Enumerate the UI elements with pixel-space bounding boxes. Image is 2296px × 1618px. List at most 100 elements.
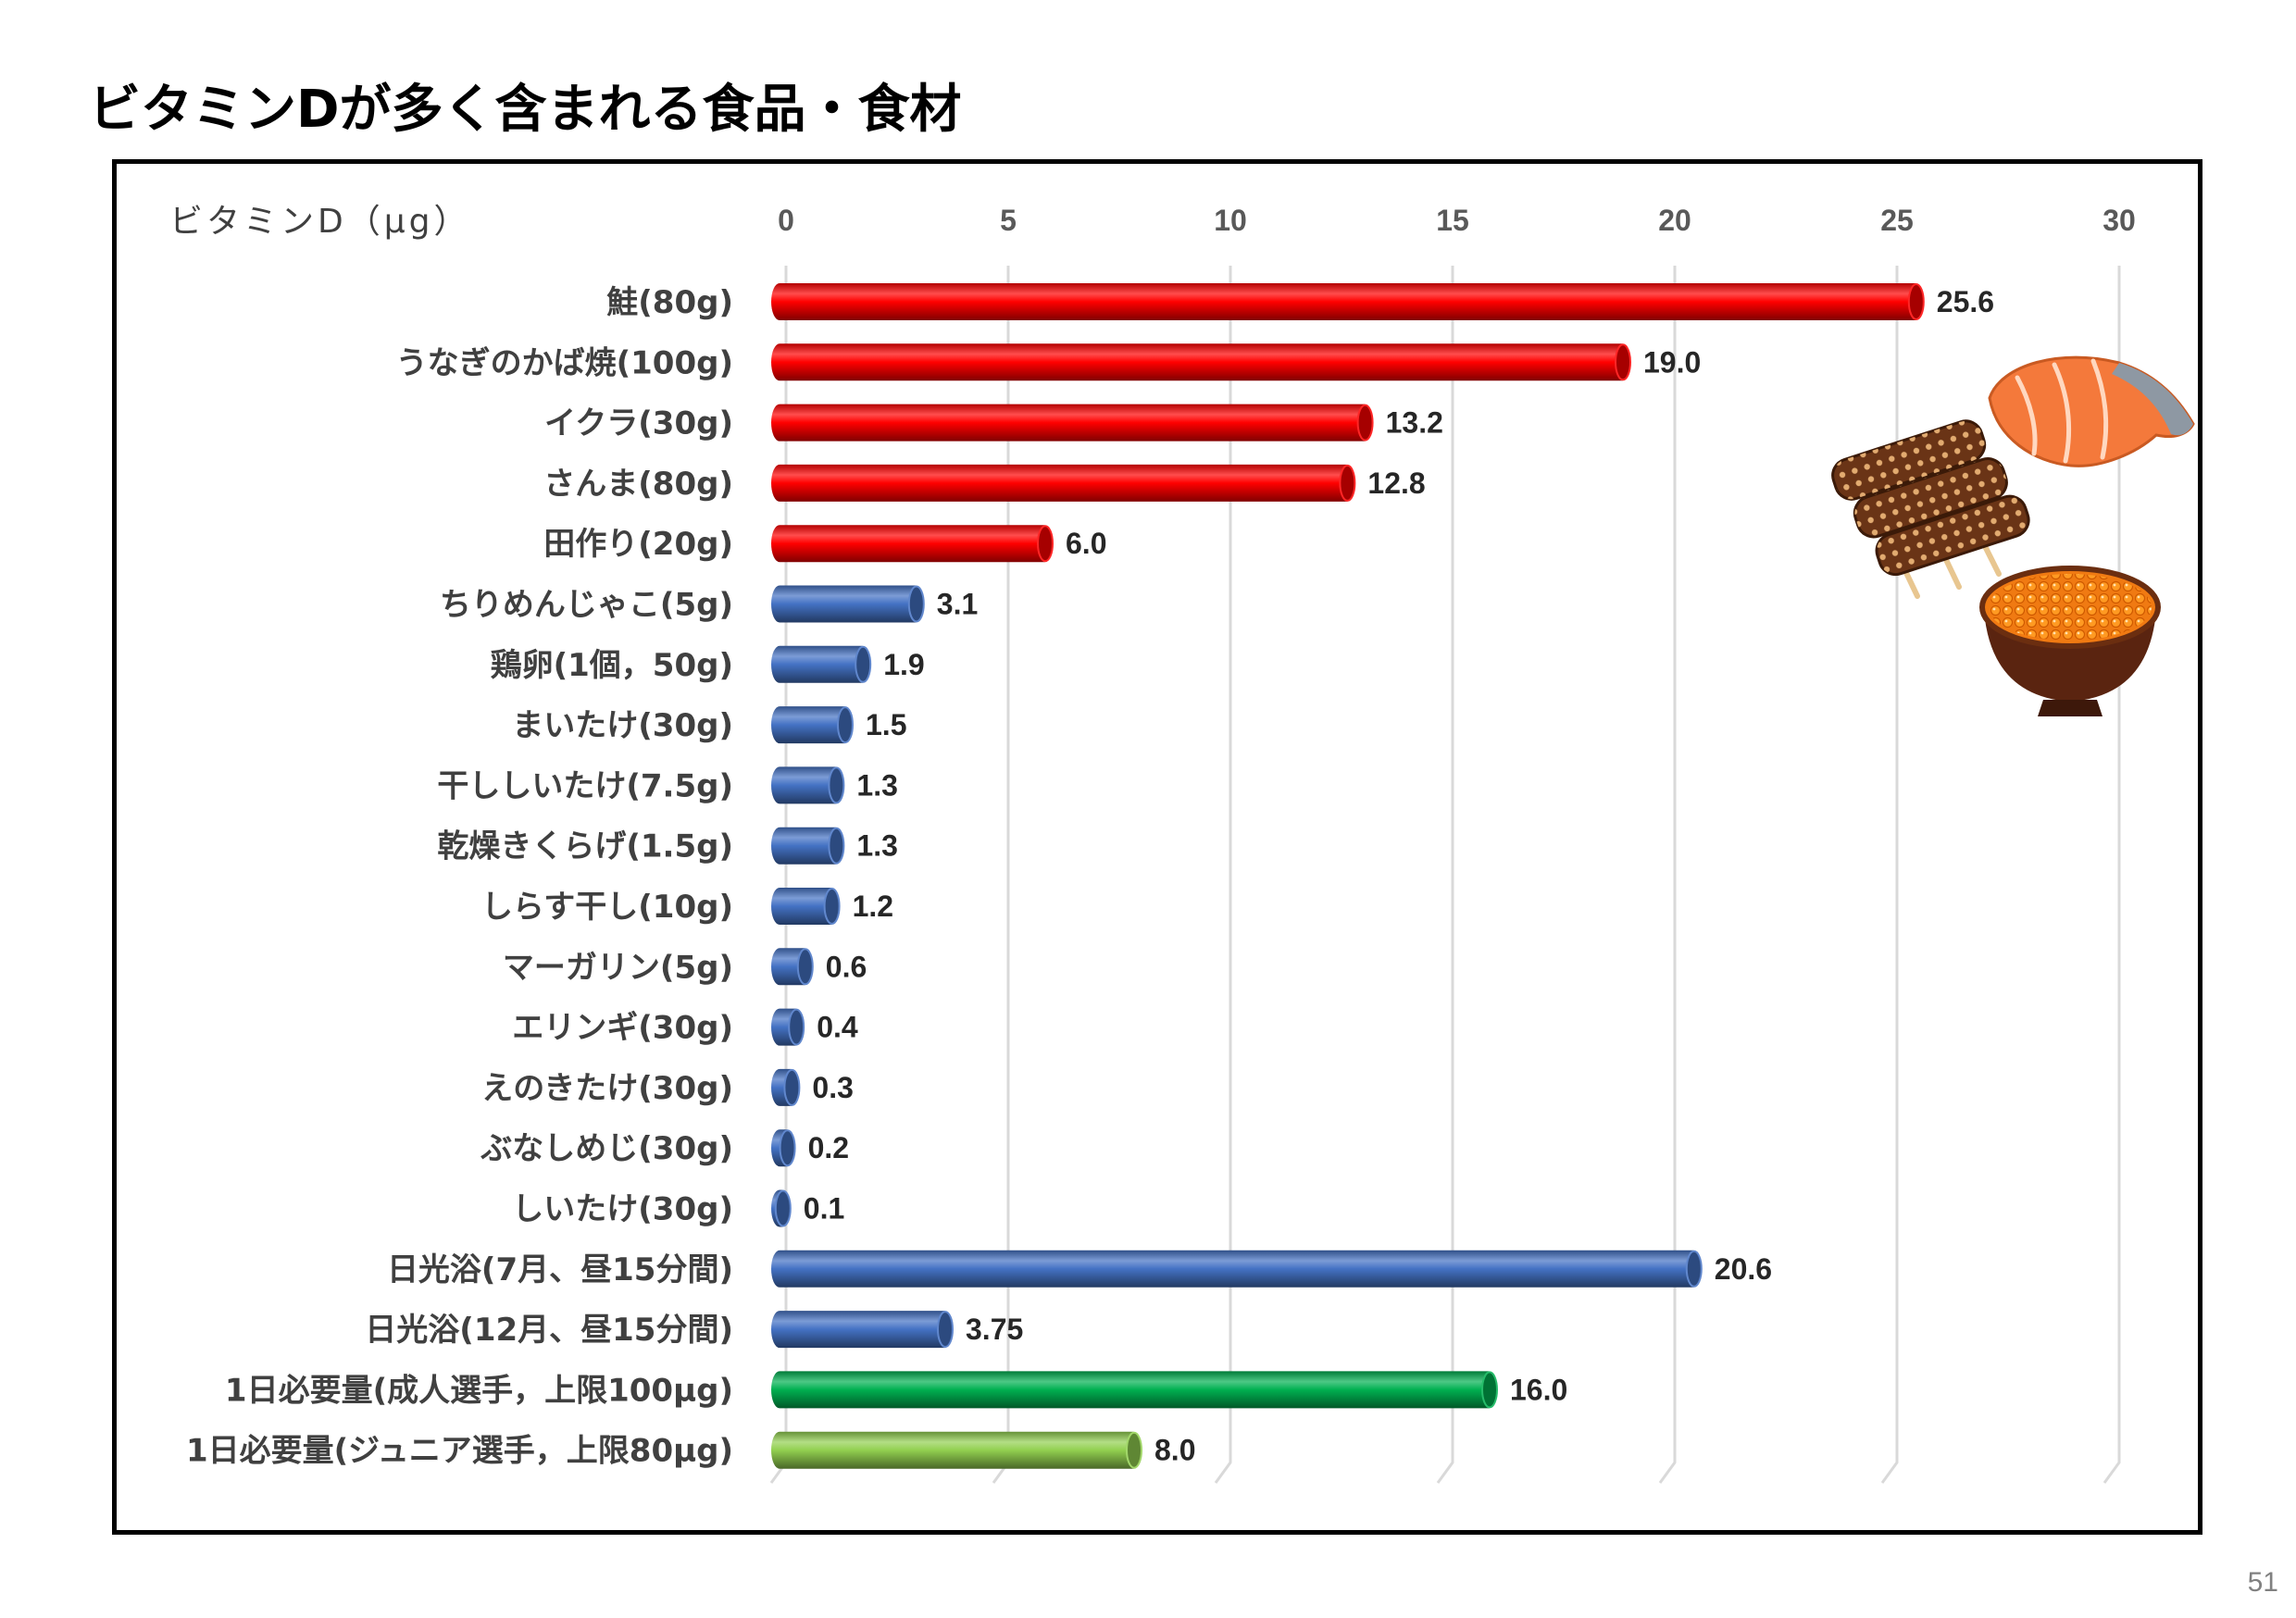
category-label: マーガリン(5g) <box>503 949 733 986</box>
bar-end-cap <box>828 766 845 804</box>
value-label: 1.9 <box>883 648 924 681</box>
category-label: 鮭(80g) <box>606 284 733 321</box>
x-tick-label: 15 <box>1436 204 1469 237</box>
bar-2 <box>771 343 1631 381</box>
x-tick-label: 0 <box>778 204 794 237</box>
category-label: 鶏卵(1個，50g) <box>491 647 733 684</box>
gridlines-and-ticks: 0 5 10 15 20 25 30 <box>769 204 2136 1484</box>
value-label: 1.3 <box>856 768 897 802</box>
value-label: 12.8 <box>1367 467 1425 500</box>
value-label: 13.2 <box>1386 406 1443 440</box>
chart-frame <box>112 159 2202 1535</box>
bar-14 <box>771 1068 801 1106</box>
value-axis-label: ビタミンD（μg） <box>169 203 470 241</box>
value-label: 0.4 <box>817 1011 858 1044</box>
value-label: 0.2 <box>808 1131 849 1164</box>
bar-body <box>771 525 1053 563</box>
gridline <box>769 266 788 1484</box>
bar-end-cap <box>1037 525 1054 563</box>
gridline <box>1880 266 1899 1484</box>
bar-body <box>771 1371 1497 1409</box>
value-label: 16.0 <box>1510 1373 1567 1406</box>
category-label: まいたけ(30g) <box>512 707 733 744</box>
value-label: 1.3 <box>856 829 897 863</box>
x-tick-label: 5 <box>1000 204 1017 237</box>
bar-body <box>771 1250 1702 1288</box>
bar-15 <box>771 1129 796 1167</box>
category-label: しらす干し(10g) <box>481 889 733 926</box>
value-label: 1.2 <box>853 890 893 923</box>
x-tick-label: 20 <box>1658 204 1691 237</box>
gridline <box>1436 266 1454 1484</box>
value-label: 3.1 <box>937 588 978 621</box>
bars-and-labels: 25.6 鮭(80g) 19.0 うなぎのかば焼(100g) 13.2 イクラ(30g) 1… <box>186 283 1994 1470</box>
bar-end-cap <box>783 1068 801 1106</box>
bar-4 <box>771 464 1356 502</box>
category-label: 日光浴(12月、昼15分間) <box>365 1312 733 1349</box>
bar-11 <box>771 888 841 925</box>
bar-body <box>771 766 844 804</box>
bar-body <box>771 464 1355 502</box>
ikura-bowl-icon <box>1979 566 2161 716</box>
page-title: ビタミンDが多く含まれる食品・食材 <box>89 80 962 140</box>
value-label: 20.6 <box>1715 1252 1772 1286</box>
category-label: ぶなしめじ(30g) <box>480 1130 733 1167</box>
bar-17 <box>771 1250 1703 1288</box>
bar-end-cap <box>1615 343 1631 381</box>
bar-3 <box>771 404 1374 442</box>
bar-end-cap <box>937 1311 954 1349</box>
bar-body <box>771 645 871 683</box>
bar-19 <box>771 1371 1498 1409</box>
bar-body <box>771 404 1373 442</box>
category-label: 1日必要量(ジュニア選手，上限80μg) <box>186 1433 733 1470</box>
bar-body <box>771 1431 1142 1469</box>
value-label: 0.6 <box>826 950 867 983</box>
bar-10 <box>771 827 845 865</box>
bar-12 <box>771 948 814 986</box>
x-tick-label: 30 <box>2103 204 2136 237</box>
category-label: しいたけ(30g) <box>512 1191 733 1228</box>
bar-20 <box>771 1431 1142 1469</box>
bar-end-cap <box>1339 464 1356 502</box>
bar-body <box>771 888 840 925</box>
bar-8 <box>771 706 854 744</box>
vitamin-d-bar-chart: ビタミンD（μg） 0 5 10 15 20 25 30 25.6 鮭(80g) 19.0 うなぎ… <box>169 203 2195 1484</box>
bar-5 <box>771 525 1054 563</box>
value-label: 1.5 <box>866 708 906 741</box>
category-label: さんま(80g) <box>543 466 733 503</box>
category-label: 日光浴(7月、昼15分間) <box>387 1251 733 1288</box>
category-label: 1日必要量(成人選手，上限100μg) <box>225 1372 733 1409</box>
bar-end-cap <box>796 948 814 986</box>
bar-end-cap <box>855 645 872 683</box>
category-label: うなぎのかば焼(100g) <box>396 344 733 381</box>
bar-13 <box>771 1008 805 1046</box>
bar-end-cap <box>788 1008 805 1046</box>
bar-6 <box>771 585 925 623</box>
bar-body <box>771 585 924 623</box>
salmon-icon <box>1988 355 2195 467</box>
bar-body <box>771 827 844 865</box>
gridline <box>1658 266 1677 1484</box>
category-label: 干ししいたけ(7.5g) <box>437 767 733 804</box>
category-label: イクラ(30g) <box>544 405 733 442</box>
category-label: ちりめんじゃこ(5g) <box>440 587 733 624</box>
bar-end-cap <box>1481 1371 1498 1409</box>
gridline <box>992 266 1010 1484</box>
bar-end-cap <box>828 827 845 865</box>
bar-end-cap <box>1907 283 1925 320</box>
eel-kabayaki-icon <box>1831 419 2030 599</box>
bar-end-cap <box>779 1129 796 1167</box>
bar-body <box>771 1311 953 1349</box>
bar-end-cap <box>837 706 854 744</box>
value-label: 3.75 <box>966 1313 1023 1346</box>
category-label: エリンギ(30g) <box>512 1010 733 1047</box>
bar-7 <box>771 645 872 683</box>
bar-body <box>771 343 1630 381</box>
category-label: 田作り(20g) <box>543 526 733 563</box>
category-label: 乾燥きくらげ(1.5g) <box>437 828 733 865</box>
x-tick-label: 25 <box>1880 204 1914 237</box>
bar-9 <box>771 766 845 804</box>
x-tick-label: 10 <box>1214 204 1247 237</box>
value-label: 25.6 <box>1937 285 1994 318</box>
